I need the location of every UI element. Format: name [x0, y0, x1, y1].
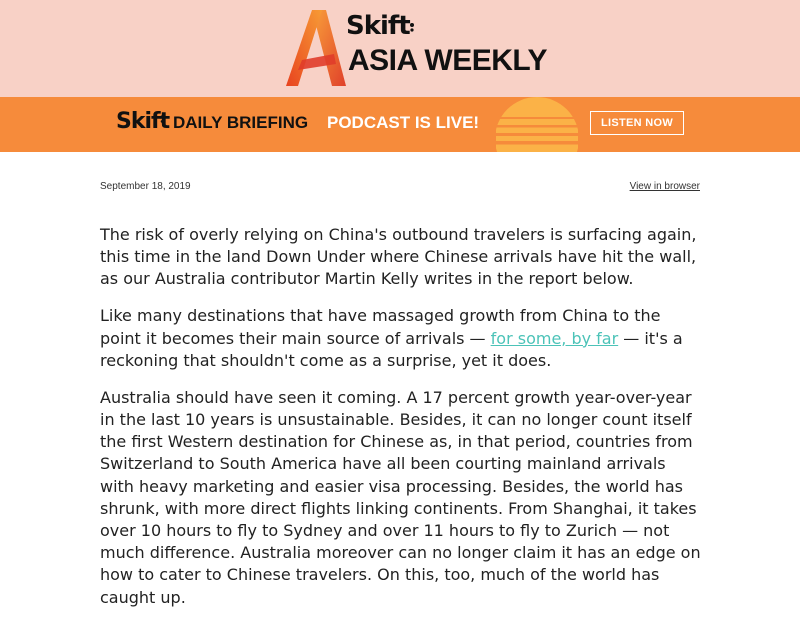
asia-weekly-title: ASIA WEEKLY	[348, 44, 547, 77]
article-paragraph-2: Like many destinations that have massage…	[100, 305, 702, 372]
for-some-by-far-link[interactable]: for some, by far	[490, 328, 619, 348]
paragraph-2-text-end: — it's a reckoning that shouldn't come a…	[100, 328, 683, 370]
view-in-browser-link[interactable]: View in browser	[629, 181, 700, 192]
paragraph-2-text-start: Like many destinations that have massage…	[100, 306, 661, 348]
article-paragraph-1: The risk of overly relying on China's ou…	[100, 225, 697, 289]
podcast-banner[interactable]: Skift DAILY BRIEFING PODCAST IS LIVE! LI…	[0, 97, 800, 152]
banner-skift-dot-icon	[160, 115, 164, 123]
sunrise-icon	[496, 97, 578, 152]
issue-date: September 18, 2019	[100, 181, 191, 192]
skift-dot-icon	[410, 23, 414, 32]
podcast-live-label: PODCAST IS LIVE!	[327, 113, 480, 132]
newsletter-meta: September 18, 2019 View in browser	[100, 181, 700, 195]
article-body: The risk of overly relying on China's ou…	[100, 224, 702, 624]
skift-a-logo-icon	[286, 10, 346, 86]
skift-asia-weekly-logo[interactable]: Skift ASIA WEEKLY	[284, 8, 547, 88]
newsletter-header: Skift ASIA WEEKLY	[0, 0, 800, 97]
listen-now-button[interactable]: LISTEN NOW	[590, 111, 684, 135]
skift-wordmark: Skift	[346, 11, 411, 41]
article-paragraph-3: Australia should have seen it coming. A …	[100, 387, 701, 607]
daily-briefing-label: DAILY BRIEFING	[173, 113, 309, 132]
